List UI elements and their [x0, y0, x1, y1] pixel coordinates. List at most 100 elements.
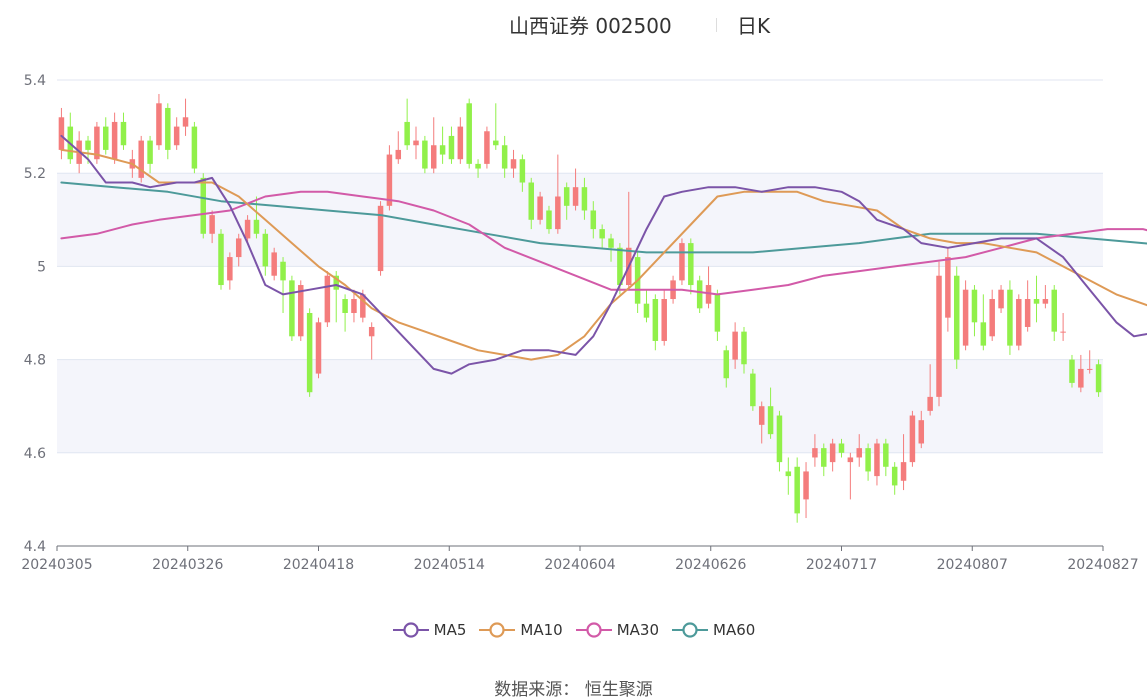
candle-body [741, 331, 747, 365]
candle-body [430, 145, 437, 169]
x-tick-label: 20240326 [152, 557, 223, 573]
candle-body [900, 462, 907, 481]
candle [688, 238, 694, 295]
candle [218, 229, 224, 290]
candle-body [138, 140, 144, 178]
legend-marker-icon [575, 622, 612, 638]
candle-body [776, 415, 783, 463]
candle [262, 229, 269, 276]
candle [590, 201, 597, 239]
candle-body [484, 131, 490, 164]
candle-body [244, 219, 251, 239]
candle-body [1060, 331, 1066, 333]
candle-body [590, 210, 597, 230]
candle-body [466, 103, 472, 164]
candle [900, 434, 907, 491]
candle-body [324, 275, 331, 323]
candle-body [271, 252, 277, 276]
candle-body [182, 117, 189, 127]
candle [1051, 285, 1057, 341]
legend-item-ma30[interactable]: MA30 [575, 620, 659, 640]
candle-body [971, 289, 978, 323]
candle-body [200, 177, 207, 234]
candle-body [528, 182, 534, 220]
candle-body [714, 294, 721, 332]
candle-body [617, 247, 623, 286]
candle [661, 289, 667, 346]
candle-body [475, 163, 481, 169]
candle-body [998, 289, 1004, 309]
legend-item-ma10[interactable]: MA10 [478, 620, 563, 640]
grid-band [57, 173, 1103, 267]
candle [927, 364, 933, 416]
candle [546, 205, 552, 234]
candle-body [501, 145, 508, 169]
candle [767, 387, 774, 439]
candle-body [909, 415, 916, 463]
candle [1042, 285, 1049, 309]
candle [555, 154, 561, 234]
candle-body [173, 126, 180, 146]
candle [883, 438, 889, 477]
candle-body [209, 215, 215, 234]
candle-body [360, 294, 366, 318]
candle [572, 168, 579, 211]
candle [138, 135, 144, 183]
candle-body [723, 350, 730, 379]
data-source: 数据来源： 恒生聚源 [494, 680, 653, 700]
ma60-line [60, 181, 1147, 254]
candle [821, 443, 827, 477]
candle [838, 438, 845, 458]
candle-body [696, 280, 703, 309]
candle [58, 107, 65, 160]
candle [696, 275, 703, 313]
candle [1033, 275, 1040, 323]
x-tick-label: 20240827 [1067, 557, 1138, 573]
candle [103, 117, 109, 155]
candle-body [758, 406, 765, 425]
candle-body [643, 303, 650, 318]
chart-title: 山西证券 002500 [509, 14, 672, 38]
candle-body [980, 322, 987, 346]
candle [705, 266, 712, 309]
candle-body [191, 126, 198, 169]
candle-body [652, 299, 659, 341]
candle-body [448, 135, 455, 160]
candle [475, 159, 481, 178]
y-tick-label: 4.6 [24, 446, 46, 462]
ma30-line [60, 190, 1147, 296]
candle [608, 233, 614, 262]
candle [306, 308, 313, 397]
legend-item-ma60[interactable]: MA60 [671, 620, 755, 640]
candle-body [377, 205, 384, 272]
candle-body [803, 471, 809, 500]
legend-marker-icon [479, 622, 516, 638]
candle-body [767, 406, 774, 435]
candle-body [386, 154, 393, 206]
candle [342, 294, 348, 332]
candle-body [404, 121, 410, 146]
candle [67, 112, 74, 164]
candle-body [688, 243, 694, 286]
candle [1069, 354, 1075, 388]
candle-body [395, 149, 402, 160]
candle [794, 457, 800, 523]
candle [980, 294, 987, 351]
candle [422, 135, 428, 174]
candle-body [156, 103, 162, 146]
candle-body [298, 285, 304, 337]
y-tick-label: 4.4 [24, 539, 46, 555]
kline-chart[interactable]: 5.4 5.2 5 4.8 4.6 4.4 20240305 20240326 20240418… [0, 0, 1147, 600]
candle-body [1016, 299, 1022, 346]
candle-body [342, 299, 348, 313]
candle [457, 117, 464, 164]
candle [430, 117, 437, 174]
candle-body [85, 140, 91, 150]
candle-body [883, 443, 889, 467]
candle-body [1033, 299, 1040, 304]
candle-body [572, 187, 579, 206]
candle [989, 289, 995, 341]
legend-item-ma5[interactable]: MA5 [392, 620, 466, 640]
candle-body [794, 466, 800, 514]
candle [785, 457, 792, 495]
